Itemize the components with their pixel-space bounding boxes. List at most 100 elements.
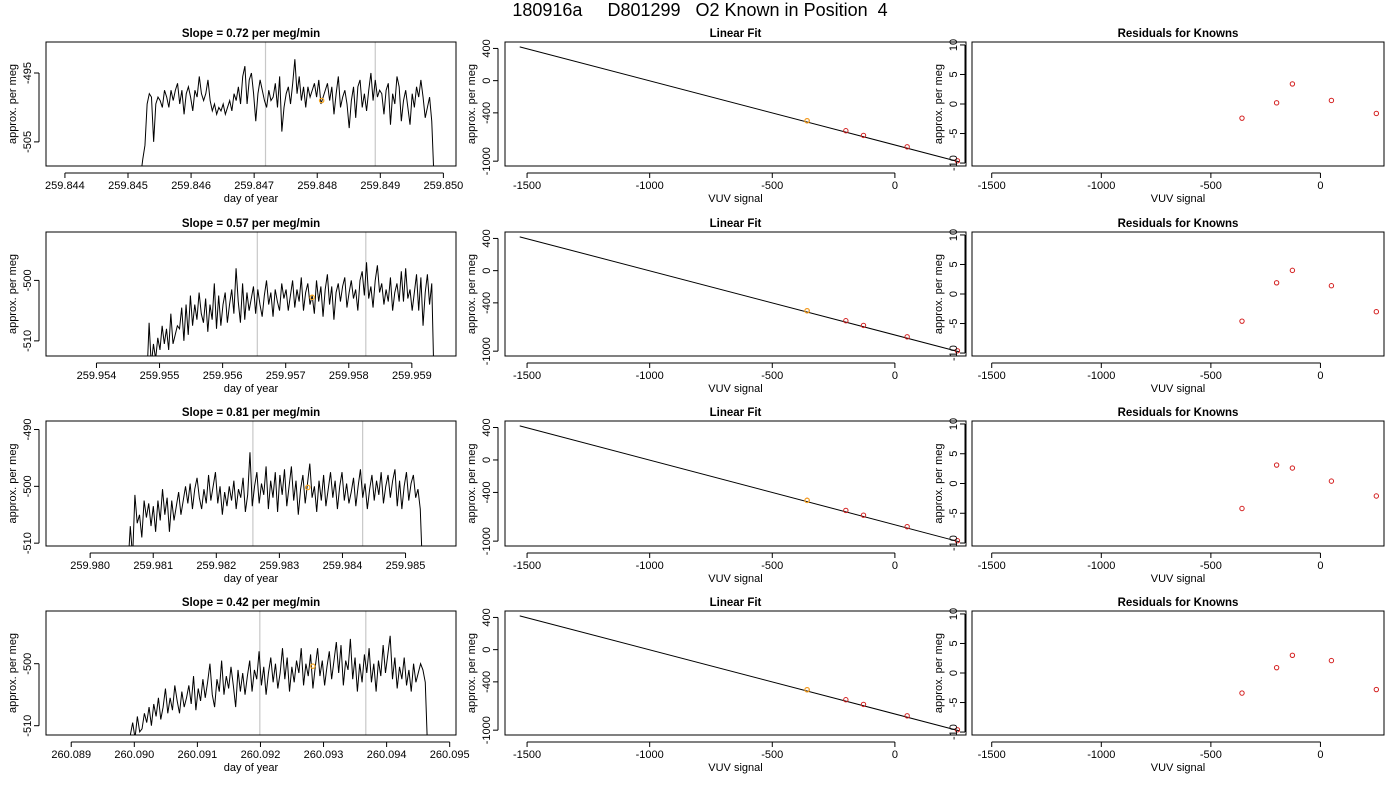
x-tick-label: -1000 (636, 749, 664, 761)
x-tick-label: -500 (1200, 370, 1222, 382)
panel-title: Slope = 0.81 per meg/min (182, 407, 320, 419)
fit-line (519, 46, 960, 163)
trace-series-line (129, 635, 428, 735)
y-tick-label: -1000 (481, 147, 493, 175)
x-tick-label: 0 (892, 370, 898, 382)
plot-area (519, 236, 961, 354)
y-axis-label: approx. per meg (7, 64, 19, 144)
y-tick-label: -510 (22, 330, 34, 352)
plot-frame (45, 420, 457, 547)
panel-title: Residuals for Knowns (1118, 407, 1239, 419)
x-tick-label: -1500 (513, 749, 541, 761)
x-tick-label: -1500 (513, 370, 541, 382)
x-tick-label: 260.094 (367, 749, 407, 761)
y-tick-label: 400 (481, 229, 493, 247)
panel-title: Slope = 0.42 per meg/min (182, 597, 320, 609)
x-axis-label: VUV signal (708, 762, 762, 774)
panel-title: Linear Fit (710, 407, 762, 419)
x-axis-label: day of year (224, 193, 279, 205)
x-tick-label: 259.959 (392, 370, 432, 382)
data-point (1373, 309, 1380, 315)
trace-series-line (147, 262, 434, 356)
plot-frame (504, 610, 967, 736)
y-tick-label: 400 (481, 39, 493, 57)
data-point (843, 697, 849, 703)
panel-trace-row-0: Slope = 0.72 per meg/min 259.844 259.845 25… (7, 28, 463, 205)
y-tick-label: 10 (948, 608, 960, 620)
panel-title: Slope = 0.72 per meg/min (182, 28, 320, 40)
panel-trace-row-2: Slope = 0.81 per meg/min 259.980 259.981 25… (7, 407, 457, 585)
y-tick-label: 0 (481, 647, 493, 653)
panel-residuals-row-0: Residuals for Knowns -1500 -1000 -500 0 VUV s… (933, 28, 1385, 205)
trace-series-line (141, 59, 435, 166)
x-tick-label: -1500 (513, 560, 541, 572)
x-tick-label: 259.954 (77, 370, 117, 382)
data-point (954, 727, 961, 733)
plot-area (141, 59, 435, 166)
x-tick-label: 259.985 (386, 560, 426, 572)
plot-frame (45, 41, 457, 167)
x-tick-label: 259.847 (234, 180, 274, 192)
x-tick-label: -1500 (978, 180, 1006, 192)
x-tick-label: -500 (761, 749, 783, 761)
x-tick-label: 0 (1317, 180, 1323, 192)
plot-frame (971, 41, 1385, 167)
x-tick-label: -500 (1200, 180, 1222, 192)
x-axis-label: VUV signal (708, 573, 762, 585)
y-tick-label: 0 (948, 480, 960, 486)
x-axis-label: day of year (224, 383, 279, 395)
plot-frame (971, 231, 1385, 357)
x-axis-label: day of year (224, 573, 279, 585)
y-tick-label: -500 (22, 475, 34, 497)
data-point (1328, 97, 1335, 104)
x-tick-label: 259.849 (360, 180, 400, 192)
x-tick-label: 259.981 (133, 560, 173, 572)
data-point (954, 348, 961, 354)
plot-frame (45, 610, 457, 736)
plot-frame (45, 231, 457, 357)
x-tick-label: 259.984 (323, 560, 363, 572)
data-point (1373, 493, 1380, 499)
x-tick-label: 0 (892, 749, 898, 761)
x-tick-label: 260.093 (304, 749, 344, 761)
x-tick-label: 259.980 (70, 560, 110, 572)
y-axis-label: approx. per meg (7, 443, 19, 523)
plot-area (1239, 652, 1380, 696)
y-tick-label: -500 (22, 653, 34, 675)
y-tick-label: -490 (22, 419, 34, 441)
panel-title: Linear Fit (710, 218, 762, 230)
highlight-point (318, 97, 325, 104)
y-tick-label: -1000 (481, 337, 493, 365)
y-tick-label: 400 (481, 418, 493, 436)
highlight-point (804, 307, 810, 314)
data-point (843, 507, 849, 514)
x-axis-label: VUV signal (708, 383, 762, 395)
data-point (1273, 280, 1280, 286)
y-tick-label: -400 (481, 292, 493, 314)
y-axis-label: approx. per meg (466, 443, 478, 523)
x-tick-label: 259.845 (108, 180, 148, 192)
data-point (1239, 318, 1245, 324)
x-axis-label: VUV signal (1151, 383, 1205, 395)
data-point (1273, 664, 1280, 671)
x-tick-label: -500 (761, 180, 783, 192)
data-point (1373, 686, 1380, 693)
data-point (1239, 690, 1245, 696)
y-tick-label: 5 (948, 261, 960, 267)
y-tick-label: 5 (948, 640, 960, 646)
y-axis-label: approx. per meg (933, 64, 945, 144)
y-tick-label: -5 (948, 319, 960, 329)
data-point (860, 322, 867, 329)
plot-frame (504, 420, 967, 547)
plot-area (128, 452, 423, 546)
x-tick-label: -1000 (1087, 180, 1115, 192)
panel-residuals-row-2: Residuals for Knowns -1500 -1000 -500 0 VUV s… (933, 407, 1385, 585)
x-tick-label: -500 (761, 370, 783, 382)
highlight-point (310, 663, 316, 669)
x-tick-label: 260.091 (178, 749, 218, 761)
y-tick-label: -500 (22, 269, 34, 291)
plot-frame (971, 610, 1385, 736)
y-tick-label: -1000 (481, 716, 493, 744)
highlight-point (804, 686, 810, 693)
